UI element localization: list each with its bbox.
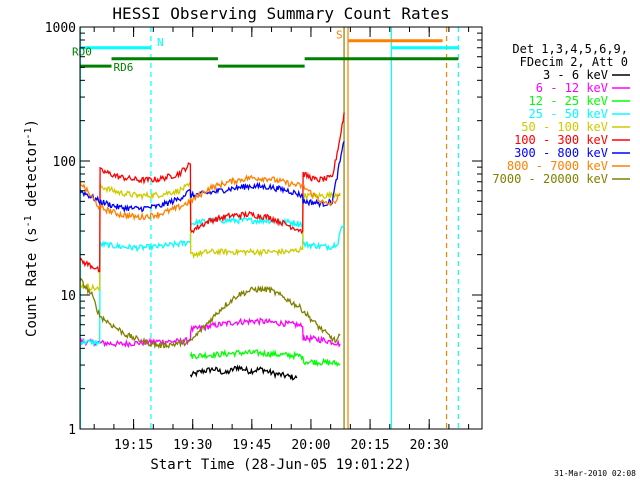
x-axis-label: Start Time (28-Jun-05 19:01:22)	[150, 457, 411, 473]
state-change-lines	[80, 27, 459, 429]
plot-area: N RD0 RD6 S	[72, 27, 459, 429]
legend-label-100-300-kev: 100 - 300 keV	[514, 133, 608, 147]
y-label-main: Count Rate (s	[24, 227, 40, 337]
x-tick-label: 19:45	[232, 438, 271, 453]
legend-header-1: Det 1,3,4,5,6,9,	[512, 42, 628, 56]
timestamp-stamp: 31-Mar-2010 02:08	[554, 469, 636, 478]
series-line-25-50-kev	[80, 215, 345, 348]
series-line-12-25-kev	[189, 348, 341, 368]
series-line-50-100-kev	[80, 181, 341, 292]
y-label-mid: detector	[24, 140, 40, 216]
legend-label-25-50-kev: 25 - 50 keV	[529, 107, 608, 121]
series-line-800-7000-kev	[80, 174, 341, 222]
legend-label-50-100-kev: 50 - 100 keV	[521, 120, 608, 134]
state-bar-label-s: S	[336, 29, 343, 42]
series-line-6-12-kev	[80, 317, 341, 349]
legend-label-12-25-kev: 12 - 25 keV	[529, 94, 608, 108]
x-tick-label: 20:30	[410, 438, 449, 453]
legend: Det 1,3,4,5,6,9, FDecim 2, Att 0 3 - 6 k…	[492, 42, 630, 186]
y-tick-label: 1000	[45, 21, 76, 36]
state-bar-label-rd0: RD0	[72, 46, 92, 59]
x-tick-label: 19:30	[173, 438, 212, 453]
y-label-sup-1: -1	[23, 215, 34, 227]
y-tick-label: 10	[60, 289, 76, 304]
y-axis-label: Count Rate (s-1 detector-1)	[23, 119, 40, 337]
y-label-end: )	[24, 119, 40, 127]
legend-label-6-12-kev: 6 - 12 keV	[536, 81, 608, 95]
x-axis-ticks: 19:15 19:30 19:45 20:00 20:15 20:30	[93, 27, 470, 453]
legend-header-2: FDecim 2, Att 0	[520, 55, 628, 69]
legend-label-300-800-kev: 300 - 800 keV	[514, 146, 608, 160]
series-line-100-300-kev	[80, 112, 345, 273]
state-bar-label-rd6: RD6	[114, 61, 134, 74]
series-line-300-800-kev	[80, 141, 345, 214]
y-tick-label: 1	[68, 423, 76, 438]
series-line-7000-20000-kev	[80, 277, 341, 350]
plot-frame	[79, 26, 483, 430]
series-group	[80, 112, 345, 381]
chart-title: HESSI Observing Summary Count Rates	[112, 4, 449, 23]
legend-label-800-7000-kev: 800 - 7000 keV	[507, 159, 608, 173]
y-axis-ticks: 1 10 100 1000	[45, 21, 482, 438]
series-line-3-6-kev	[189, 364, 298, 381]
state-bars-group: N RD0 RD6 S	[72, 29, 459, 74]
state-bar-label-n: N	[157, 36, 164, 49]
x-tick-label: 20:15	[351, 438, 390, 453]
y-label-sup-2: -1	[23, 127, 34, 139]
x-tick-label: 20:00	[291, 438, 330, 453]
x-tick-label: 19:15	[114, 438, 153, 453]
y-tick-label: 100	[53, 155, 76, 170]
legend-label-3-6-kev: 3 - 6 keV	[543, 68, 608, 82]
legend-label-7000-20000-kev: 7000 - 20000 keV	[492, 172, 608, 186]
